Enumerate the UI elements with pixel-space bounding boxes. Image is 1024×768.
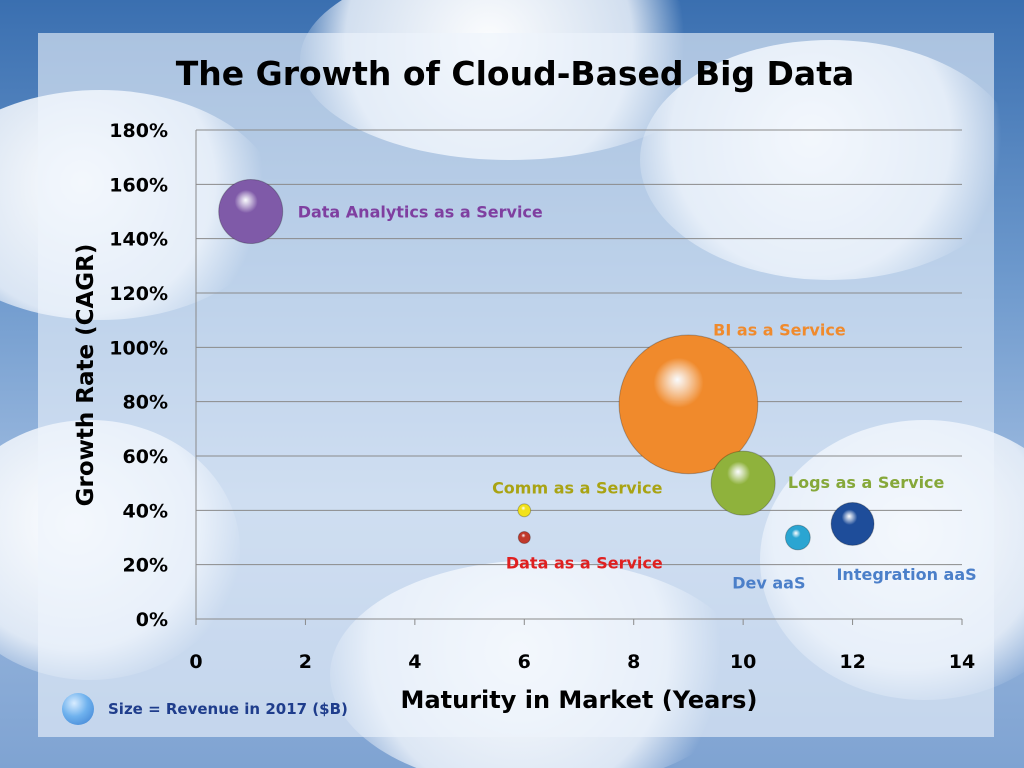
x-tick-label: 14 [949, 651, 975, 673]
y-tick-label: 100% [109, 337, 168, 359]
bubble-label: Logs as a Service [788, 473, 945, 492]
bubble-point [710, 450, 776, 516]
chart-panel [38, 33, 994, 737]
bubble-label: BI as a Service [713, 320, 846, 339]
bubble-label: Comm as a Service [492, 478, 663, 497]
bubble-point [517, 503, 532, 518]
y-tick-label: 0% [136, 609, 168, 631]
x-tick-label: 6 [518, 651, 531, 673]
y-tick-label: 60% [123, 446, 168, 468]
size-legend-label: Size = Revenue in 2017 ($B) [108, 700, 348, 718]
x-tick-label: 10 [730, 651, 756, 673]
x-tick-label: 12 [839, 651, 865, 673]
size-legend-marker [62, 693, 94, 725]
bubble-point [830, 501, 875, 546]
x-tick-label: 2 [299, 651, 312, 673]
bubble-label: Dev aaS [732, 574, 805, 593]
y-tick-label: 120% [109, 283, 168, 305]
y-tick-label: 160% [109, 174, 168, 196]
bubble-point [618, 334, 759, 475]
y-tick-label: 20% [123, 555, 168, 577]
y-tick-label: 80% [123, 392, 168, 414]
y-tick-label: 140% [109, 229, 168, 251]
bubble-label: Integration aaS [836, 565, 976, 584]
x-tick-label: 4 [408, 651, 421, 673]
bubble-label: Data as a Service [506, 554, 663, 573]
x-tick-label: 0 [189, 651, 202, 673]
bubble-label: Data Analytics as a Service [298, 203, 543, 222]
x-axis-title: Maturity in Market (Years) [400, 686, 758, 714]
y-tick-label: 40% [123, 500, 168, 522]
x-tick-label: 8 [627, 651, 640, 673]
y-tick-label: 180% [109, 120, 168, 142]
bubble-point [517, 531, 531, 544]
bubble-point [784, 524, 811, 551]
bubble-point [218, 179, 284, 244]
chart-title: The Growth of Cloud-Based Big Data [175, 54, 855, 93]
